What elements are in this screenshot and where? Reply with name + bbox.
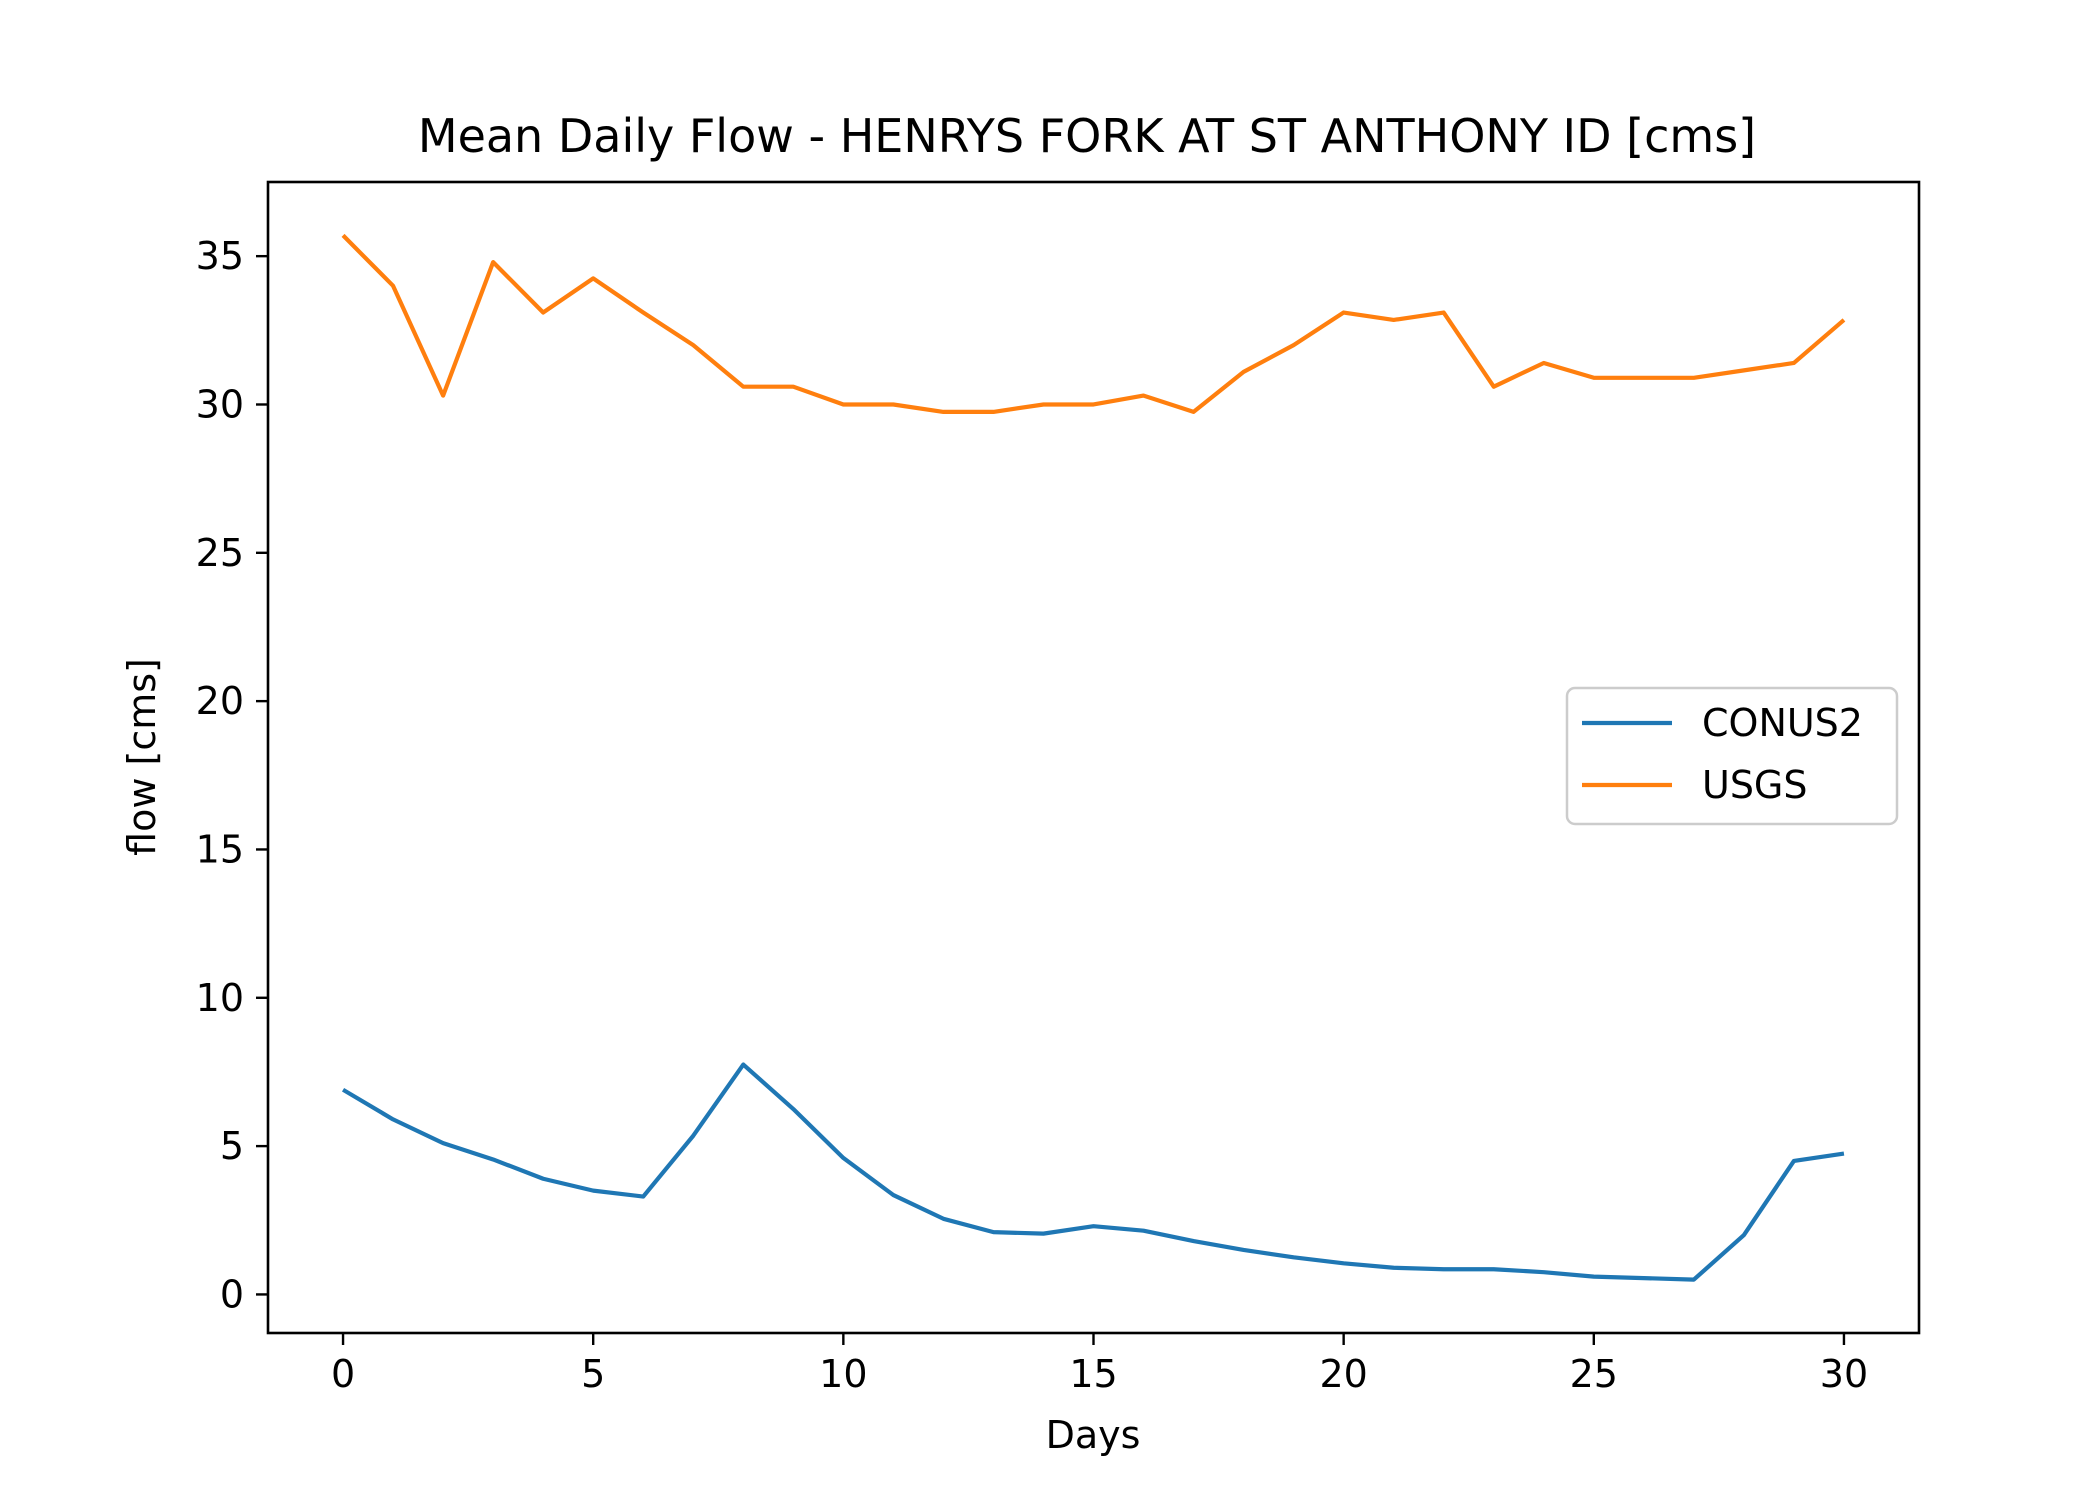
series-layer xyxy=(341,233,1846,1282)
x-tick-label-30: 30 xyxy=(1820,1352,1868,1396)
series-line-conus2 xyxy=(341,1062,1845,1282)
series-usgs xyxy=(341,233,1846,414)
y-tick-label-30: 30 xyxy=(196,382,244,426)
plot-frame xyxy=(266,180,1921,1335)
y-tick-label-0: 0 xyxy=(220,1272,244,1316)
legend-label-conus2: CONUS2 xyxy=(1702,701,1863,745)
x-tick-label-15: 15 xyxy=(1069,1352,1117,1396)
legend: CONUS2 USGS xyxy=(1565,686,1899,826)
x-axis-label: Days xyxy=(1046,1413,1141,1457)
y-tick-label-10: 10 xyxy=(196,976,244,1020)
series-line-usgs xyxy=(341,233,1846,414)
x-tick-label-0: 0 xyxy=(331,1352,355,1396)
y-tick-label-20: 20 xyxy=(196,679,244,723)
legend-label-usgs: USGS xyxy=(1702,763,1808,807)
y-tick-label-5: 5 xyxy=(220,1124,244,1168)
y-axis-label: flow [cms] xyxy=(120,658,164,856)
x-tick-label-20: 20 xyxy=(1319,1352,1367,1396)
y-tick-label-25: 25 xyxy=(196,531,244,575)
x-tick-label-25: 25 xyxy=(1570,1352,1618,1396)
y-tick-label-15: 15 xyxy=(196,827,244,871)
series-conus2 xyxy=(341,1062,1845,1282)
chart-title: Mean Daily Flow - HENRYS FORK AT ST ANTH… xyxy=(418,109,1756,163)
x-tick-label-5: 5 xyxy=(581,1352,605,1396)
tick-layer: 0 5 10 15 20 25 30 0 5 10 15 20 25 30 35 xyxy=(196,234,1868,1396)
x-tick-label-10: 10 xyxy=(819,1352,867,1396)
y-tick-label-35: 35 xyxy=(196,234,244,278)
